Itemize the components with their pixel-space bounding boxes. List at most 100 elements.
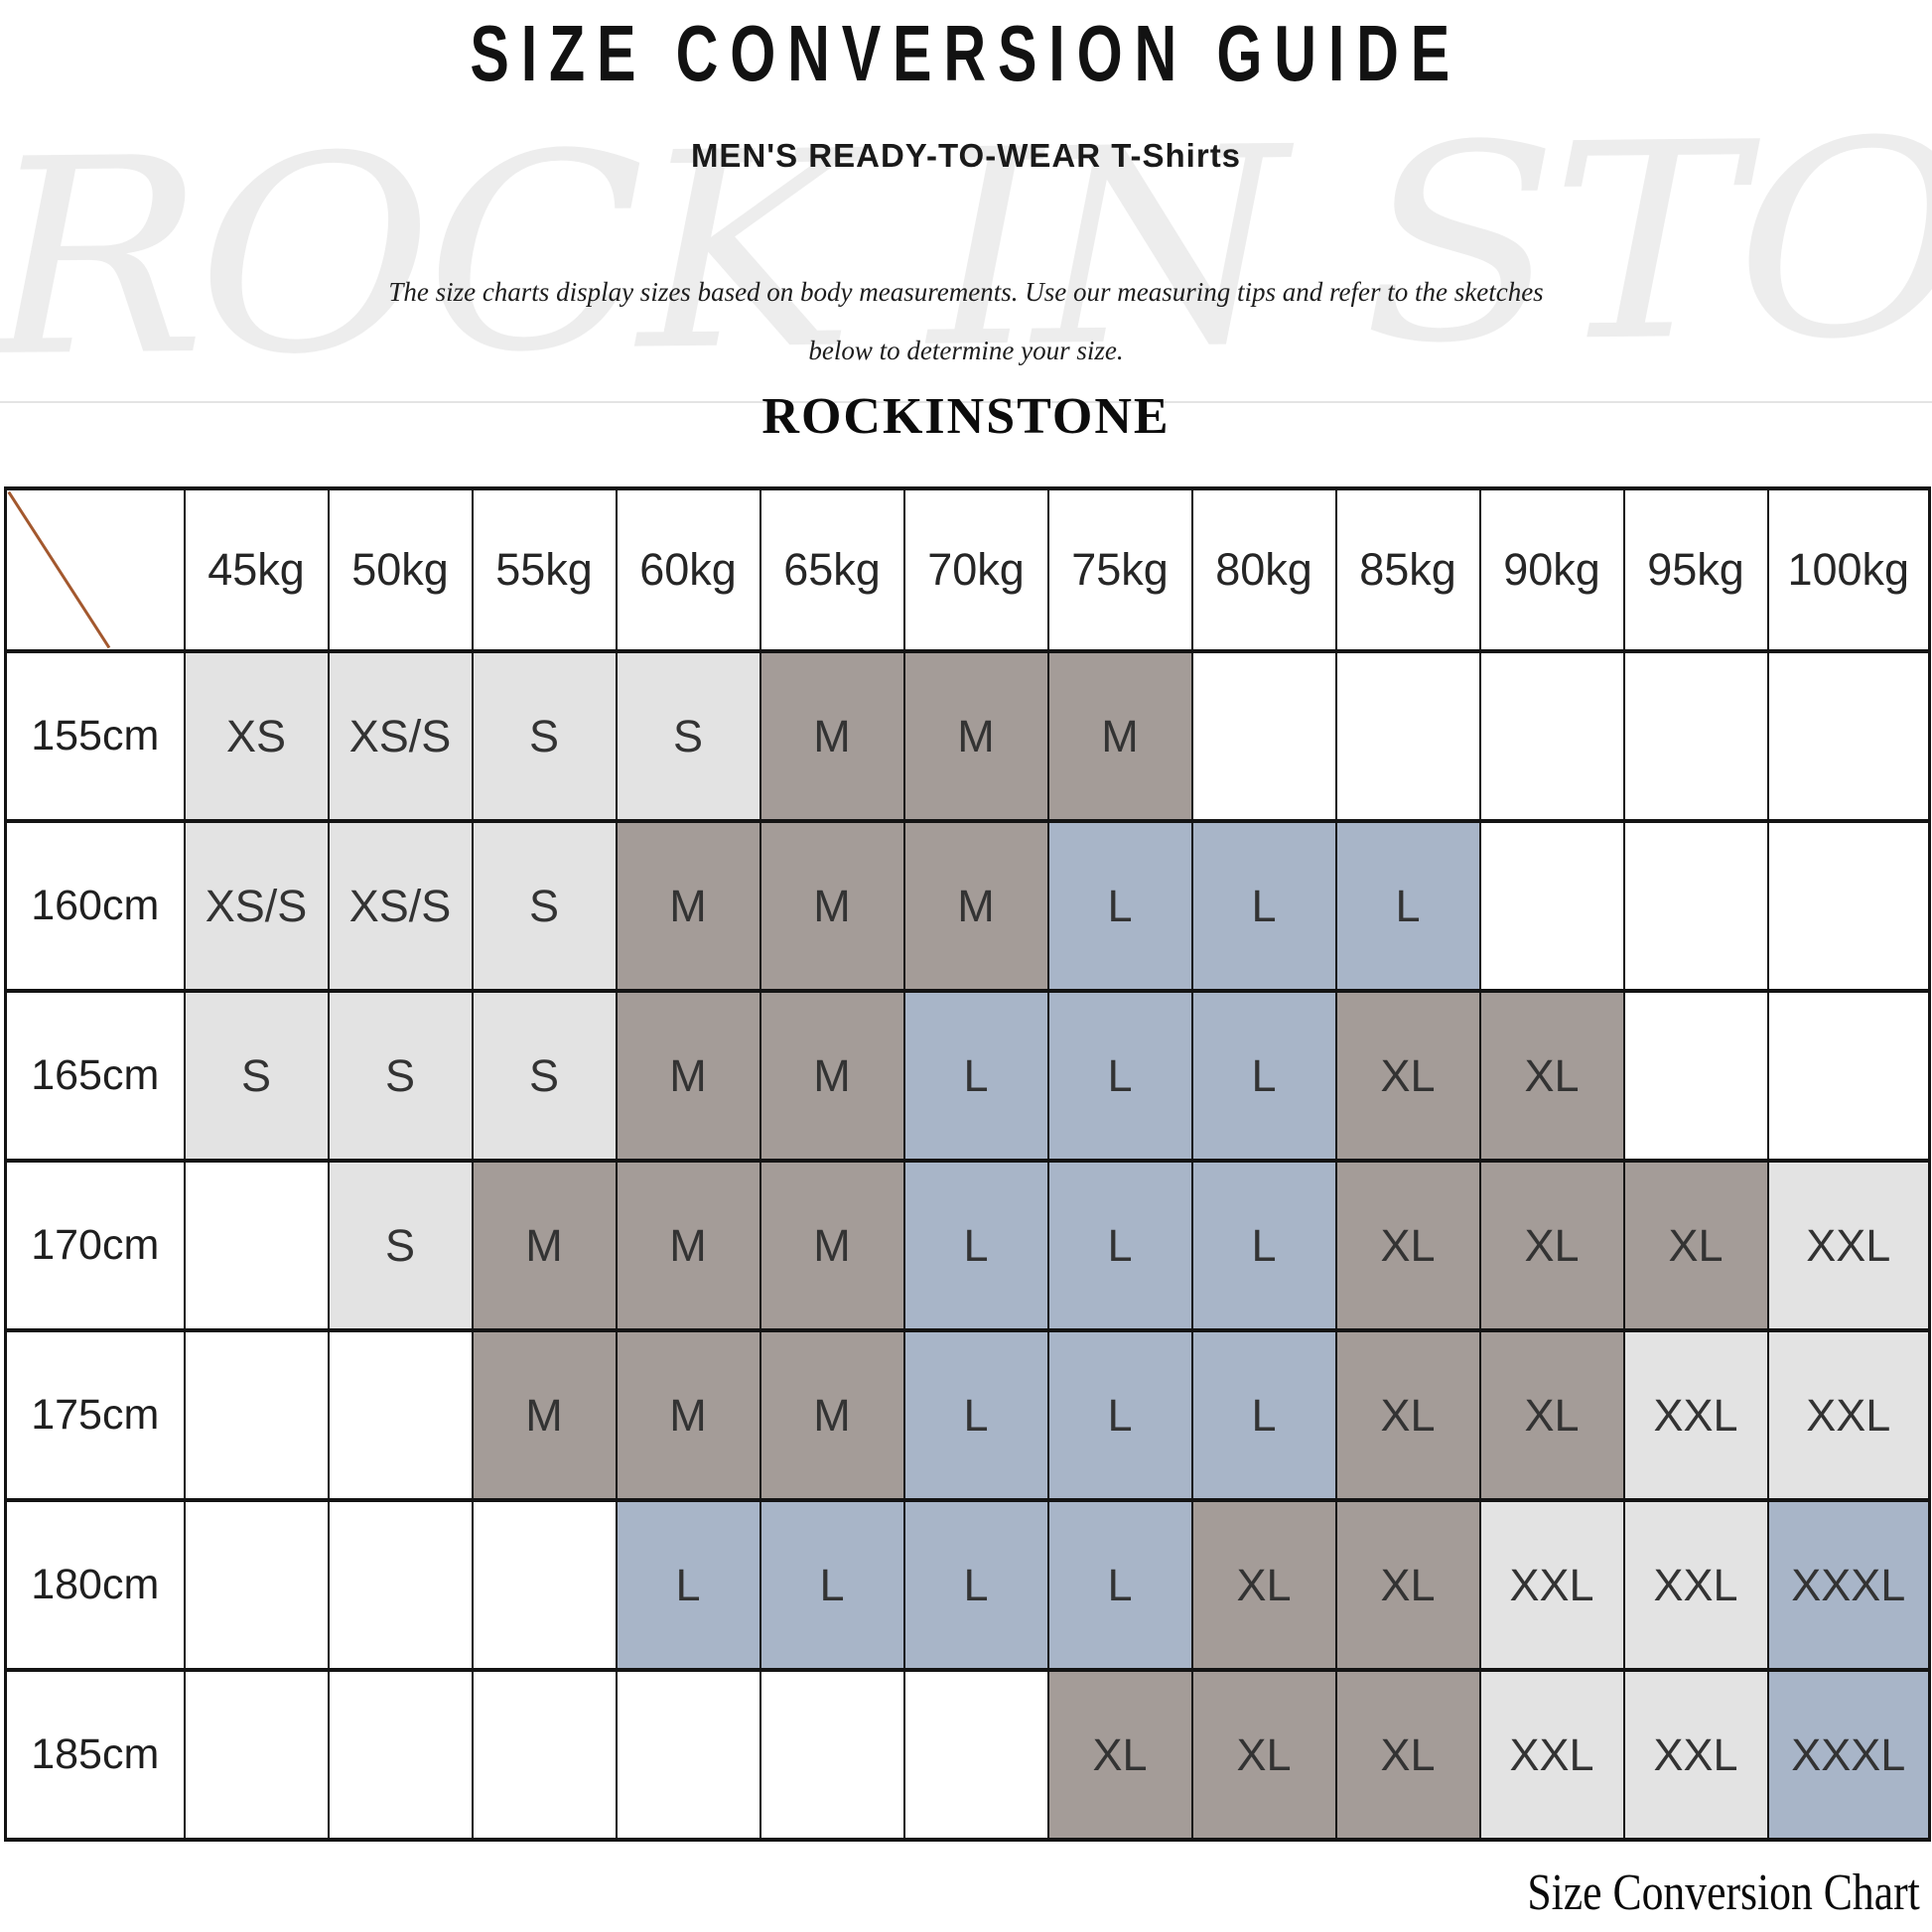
size-cell	[1766, 819, 1931, 993]
size-cell: M	[615, 1159, 761, 1332]
size-conversion-table: 45kg 50kg 55kg 60kg 65kg 70kg 75kg 80kg …	[4, 486, 1931, 1842]
size-cell	[471, 1498, 618, 1672]
size-cell: L	[902, 1328, 1049, 1502]
weight-header: 70kg	[902, 486, 1049, 653]
size-cell: M	[615, 1328, 761, 1502]
size-cell: M	[615, 989, 761, 1163]
table-row: 155cm XS XS/S S S M M M	[4, 649, 1931, 823]
size-cell	[1478, 819, 1625, 993]
table-row: 175cm M M M L L L XL XL XXL XXL	[4, 1328, 1931, 1502]
size-cell: XS/S	[327, 649, 474, 823]
height-header: 180cm	[4, 1498, 186, 1672]
page-title-wrap: SIZE CONVERSION GUIDE	[0, 8, 1932, 99]
size-cell: L	[1334, 819, 1481, 993]
size-cell: XL	[1190, 1498, 1337, 1672]
size-cell	[615, 1668, 761, 1842]
size-cell	[471, 1668, 618, 1842]
table-row: 170cm S M M M L L L XL XL XL XXL	[4, 1159, 1931, 1332]
size-cell: M	[759, 649, 905, 823]
size-cell: L	[1190, 989, 1337, 1163]
size-cell: L	[759, 1498, 905, 1672]
size-cell: M	[902, 649, 1049, 823]
size-cell: M	[759, 1159, 905, 1332]
size-cell: XS/S	[183, 819, 330, 993]
size-cell	[1334, 649, 1481, 823]
size-cell	[183, 1668, 330, 1842]
size-cell: L	[1046, 1328, 1193, 1502]
brand-name: ROCKINSTONE	[761, 388, 1171, 445]
size-cell: L	[902, 989, 1049, 1163]
size-cell: XL	[1478, 989, 1625, 1163]
size-cell	[183, 1328, 330, 1502]
weight-header: 80kg	[1190, 486, 1337, 653]
weight-header: 85kg	[1334, 486, 1481, 653]
size-cell: S	[327, 989, 474, 1163]
size-cell: XXL	[1478, 1668, 1625, 1842]
size-cell: M	[1046, 649, 1193, 823]
size-cell: XL	[1478, 1159, 1625, 1332]
weight-header: 100kg	[1766, 486, 1931, 653]
size-cell: L	[1046, 819, 1193, 993]
table-row: 165cm S S S M M L L L XL XL	[4, 989, 1931, 1163]
size-cell: XXL	[1766, 1328, 1931, 1502]
size-cell: L	[615, 1498, 761, 1672]
size-cell: XXXL	[1766, 1668, 1931, 1842]
page-title: SIZE CONVERSION GUIDE	[470, 9, 1462, 97]
size-cell: L	[1190, 1159, 1337, 1332]
weight-header: 60kg	[615, 486, 761, 653]
height-header: 165cm	[4, 989, 186, 1163]
size-cell: XXL	[1478, 1498, 1625, 1672]
weight-header-row: 45kg 50kg 55kg 60kg 65kg 70kg 75kg 80kg …	[4, 486, 1931, 653]
measuring-instructions: The size charts display sizes based on b…	[388, 277, 1544, 366]
weight-header: 90kg	[1478, 486, 1625, 653]
size-cell	[902, 1668, 1049, 1842]
size-cell: S	[471, 649, 618, 823]
size-cell: M	[615, 819, 761, 993]
size-cell: S	[183, 989, 330, 1163]
size-cell	[1622, 649, 1769, 823]
height-header: 160cm	[4, 819, 186, 993]
size-cell: M	[471, 1159, 618, 1332]
size-cell: XL	[1334, 1498, 1481, 1672]
size-cell: L	[902, 1159, 1049, 1332]
size-cell: XL	[1334, 989, 1481, 1163]
size-cell: S	[471, 989, 618, 1163]
size-cell	[759, 1668, 905, 1842]
weight-header: 45kg	[183, 486, 330, 653]
size-cell: XL	[1622, 1159, 1769, 1332]
size-cell: XL	[1334, 1668, 1481, 1842]
size-cell: XL	[1334, 1328, 1481, 1502]
size-cell: XXL	[1622, 1328, 1769, 1502]
size-cell	[1766, 989, 1931, 1163]
height-header: 170cm	[4, 1159, 186, 1332]
size-cell: XL	[1190, 1668, 1337, 1842]
table-row: 185cm XL XL XL XXL XXL XXXL	[4, 1668, 1931, 1842]
size-cell: S	[615, 649, 761, 823]
weight-header: 75kg	[1046, 486, 1193, 653]
size-cell: XXL	[1766, 1159, 1931, 1332]
size-cell	[327, 1498, 474, 1672]
size-cell: XS/S	[327, 819, 474, 993]
diagonal-line-icon	[7, 490, 184, 649]
table-row: 180cm L L L L XL XL XXL XXL XXXL	[4, 1498, 1931, 1672]
size-cell	[327, 1328, 474, 1502]
height-header: 175cm	[4, 1328, 186, 1502]
size-cell	[1622, 819, 1769, 993]
size-cell: L	[1190, 819, 1337, 993]
height-header: 155cm	[4, 649, 186, 823]
size-cell: S	[471, 819, 618, 993]
size-cell: L	[1046, 1159, 1193, 1332]
size-cell: M	[759, 1328, 905, 1502]
size-cell: XXL	[1622, 1668, 1769, 1842]
weight-header: 95kg	[1622, 486, 1769, 653]
size-cell: XXXL	[1766, 1498, 1931, 1672]
size-cell: S	[327, 1159, 474, 1332]
weight-header: 50kg	[327, 486, 474, 653]
size-cell: XS	[183, 649, 330, 823]
height-header: 185cm	[4, 1668, 186, 1842]
size-cell: M	[471, 1328, 618, 1502]
chart-caption: Size Conversion Chart	[1527, 1864, 1920, 1921]
size-cell: L	[902, 1498, 1049, 1672]
size-cell	[327, 1668, 474, 1842]
size-cell: M	[759, 819, 905, 993]
